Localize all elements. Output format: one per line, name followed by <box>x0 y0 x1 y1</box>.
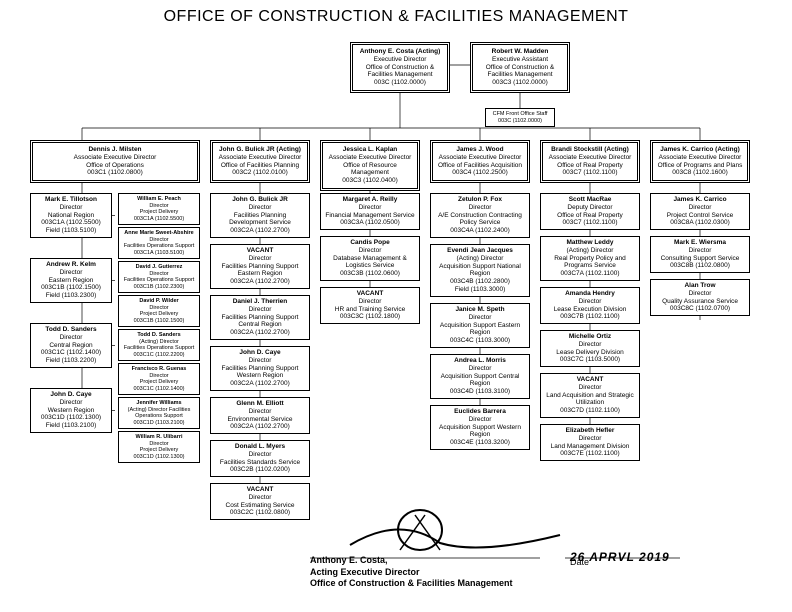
org-box: Jennifer Williams(Acting) Director Facil… <box>118 397 200 429</box>
org-box: John G. Bulick JRDirectorFacilities Plan… <box>210 193 310 238</box>
org-box: Anne Marie Sweet-AbshireDirectorFaciliti… <box>118 227 200 259</box>
org-box: Dennis J. MilstenAssociate Executive Dir… <box>30 140 200 183</box>
page-title: OFFICE OF CONSTRUCTION & FACILITIES MANA… <box>8 8 784 26</box>
fo-role: CFM Front Office Staff <box>489 111 551 118</box>
org-box: Todd D. SandersDirectorCentral Region003… <box>30 323 112 368</box>
org-box: James J. WoodAssociate Executive Directo… <box>430 140 530 183</box>
org-box: Mark E. WiersmaDirectorConsulting Suppor… <box>650 236 750 273</box>
org-box: Daniel J. TherrienDirectorFacilities Pla… <box>210 295 310 340</box>
org-box: VACANTDirectorCost Estimating Service003… <box>210 483 310 520</box>
org-box: Zetulon P. FoxDirectorA/E Construction C… <box>430 193 530 238</box>
org-box: William E. PeachDirectorProject Delivery… <box>118 193 200 225</box>
org-box: Andrea L. MorrisDirectorAcquisition Supp… <box>430 354 530 399</box>
ea-role: Executive Assistant <box>477 56 563 64</box>
org-box: Matthew Leddy(Acting) DirectorReal Prope… <box>540 236 640 281</box>
org-box: Euclides BarreraDirectorAcquisition Supp… <box>430 405 530 450</box>
signature-block: Anthony E. Costa, Acting Executive Direc… <box>310 555 513 590</box>
org-box: Todd D. Sanders(Acting) DirectorFaciliti… <box>118 329 200 361</box>
ea-code: 003C3 (1102.0000) <box>477 79 563 87</box>
org-box: Brandi Stockstill (Acting)Associate Exec… <box>540 140 640 183</box>
org-box: Amanda HendryDirectorLease Execution Div… <box>540 287 640 324</box>
org-box: Glenn M. ElliottDirectorEnvironmental Se… <box>210 397 310 434</box>
exec-assistant-box: Robert W. Madden Executive Assistant Off… <box>470 42 570 93</box>
org-box: David P. WilderDirectorProject Delivery0… <box>118 295 200 327</box>
org-box: VACANTDirectorHR and Training Service003… <box>320 287 420 324</box>
org-box: Evendi Jean Jacques(Acting) DirectorAcqu… <box>430 244 530 297</box>
org-box: John D. CayeDirectorWestern Region003C1D… <box>30 388 112 433</box>
org-box: William R. UlibarriDirectorProject Deliv… <box>118 431 200 463</box>
date-label: Date <box>570 557 589 567</box>
fo-code: 003C (1102.0000) <box>489 118 551 125</box>
org-box: James K. Carrico (Acting)Associate Execu… <box>650 140 750 183</box>
sig-dept: Office of Construction & Facilities Mana… <box>310 578 513 590</box>
org-box: VACANTDirectorFacilities Planning Suppor… <box>210 244 310 289</box>
exec-code: 003C (1102.0000) <box>357 79 443 87</box>
org-box: Jessica L. KaplanAssociate Executive Dir… <box>320 140 420 191</box>
org-box: Elizabeth HeflerDirectorLand Management … <box>540 424 640 461</box>
org-box: David J. GutierrezDirectorFacilities Ope… <box>118 261 200 293</box>
org-box: Margaret A. ReillyDirectorFinancial Mana… <box>320 193 420 230</box>
org-box: John D. CayeDirectorFacilities Planning … <box>210 346 310 391</box>
org-box: Andrew R. KelmDirectorEastern Region003C… <box>30 258 112 303</box>
org-box: Candis PopeDirectorDatabase Management &… <box>320 236 420 281</box>
org-box: Francisco R. GuenasDirectorProject Deliv… <box>118 363 200 395</box>
org-box: Scott MacRaeDeputy DirectorOffice of Rea… <box>540 193 640 230</box>
sig-role: Acting Executive Director <box>310 567 513 579</box>
exec-name: Anthony E. Costa (Acting) <box>357 48 443 56</box>
org-box: James K. CarricoDirectorProject Control … <box>650 193 750 230</box>
exec-director-box: Anthony E. Costa (Acting) Executive Dire… <box>350 42 450 93</box>
exec-dept: Office of Construction & Facilities Mana… <box>357 64 443 80</box>
exec-role: Executive Director <box>357 56 443 64</box>
ea-dept: Office of Construction & Facilities Mana… <box>477 64 563 80</box>
org-box: Alan TrowDirectorQuality Assurance Servi… <box>650 279 750 316</box>
org-box: VACANTDirectorLand Acquisition and Strat… <box>540 373 640 418</box>
org-box: John G. Bulick JR (Acting)Associate Exec… <box>210 140 310 183</box>
signature-icon <box>330 495 630 555</box>
ea-name: Robert W. Madden <box>477 48 563 56</box>
front-office-box: CFM Front Office Staff 003C (1102.0000) <box>485 108 555 127</box>
org-box: Janice M. SpethDirectorAcquisition Suppo… <box>430 303 530 348</box>
sig-name: Anthony E. Costa, <box>310 555 513 567</box>
org-box: Mark E. TillotsonDirectorNational Region… <box>30 193 112 238</box>
org-box: Donald L. MyersDirectorFacilities Standa… <box>210 440 310 477</box>
org-box: Michelle OrtizDirectorLease Delivery Div… <box>540 330 640 367</box>
